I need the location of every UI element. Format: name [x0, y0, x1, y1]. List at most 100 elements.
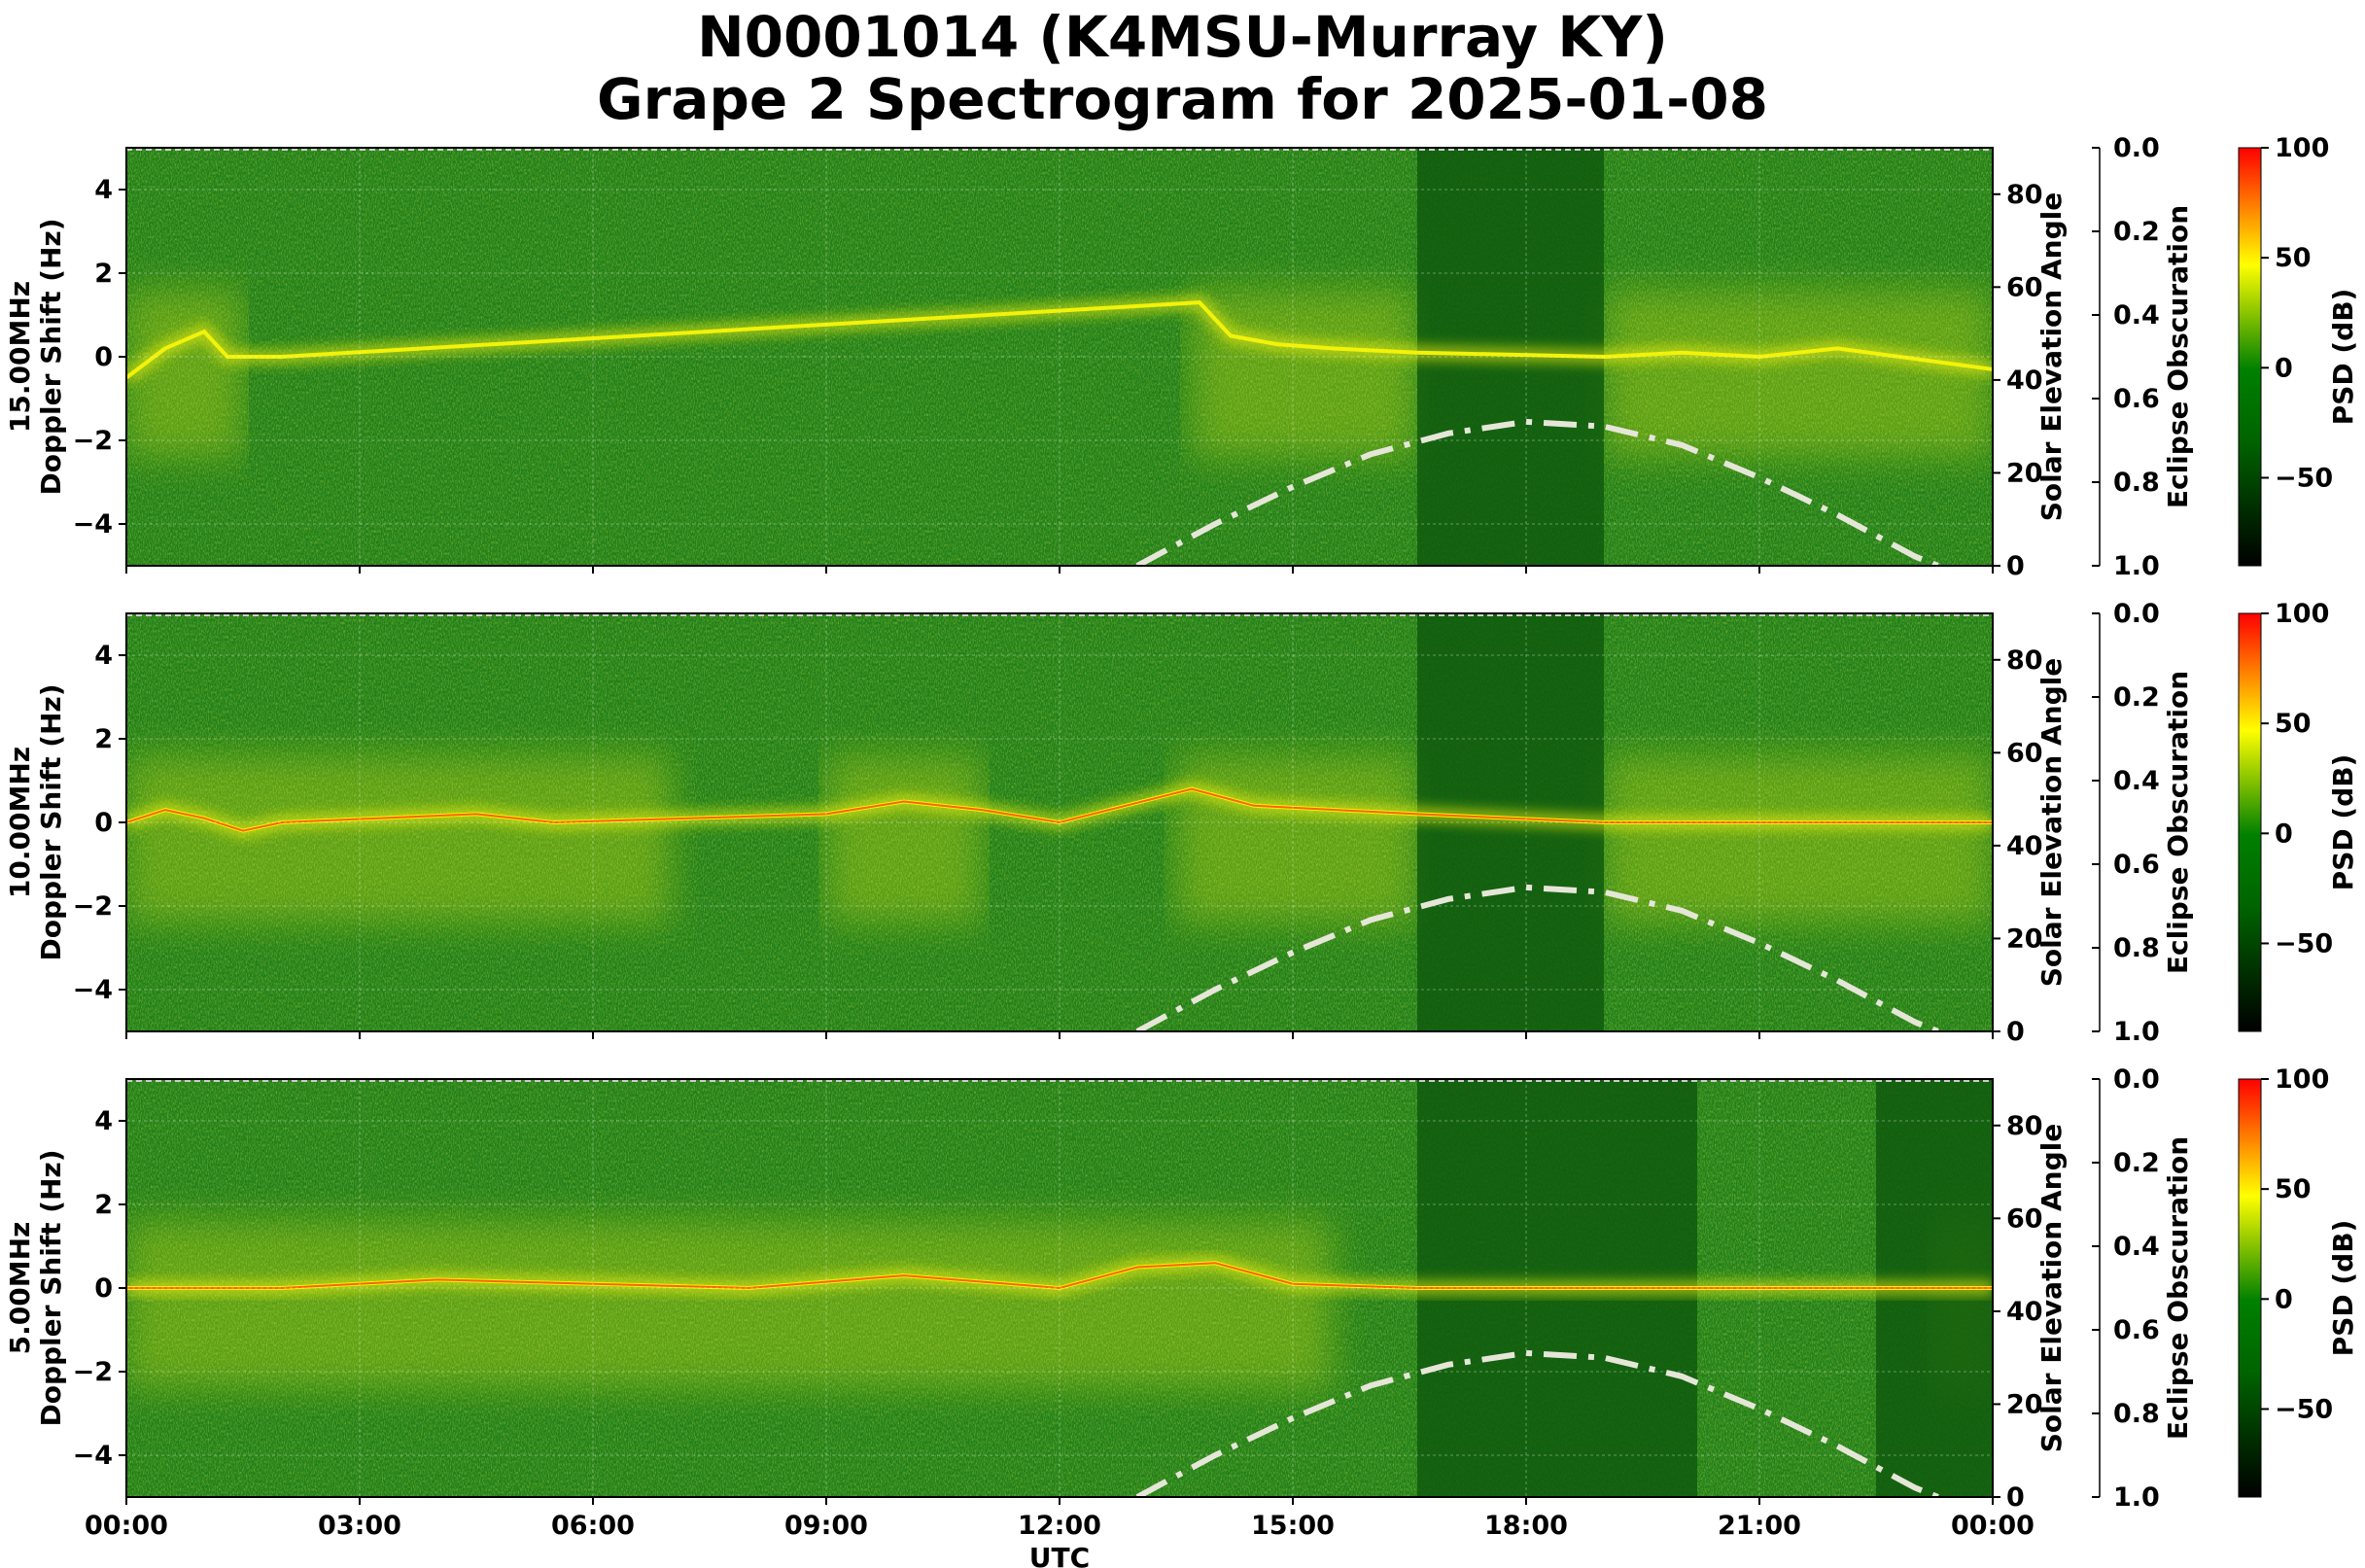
colorbar-tick-label: 0: [2275, 353, 2293, 383]
y-tick-label: 2: [94, 259, 113, 289]
y3-tick-label: 1.0: [2113, 1017, 2160, 1047]
y3-tick-label: 0.0: [2113, 1064, 2160, 1095]
y-tick-label: 0: [94, 808, 113, 838]
solar-elevation-curve: [1135, 884, 1940, 1031]
y3-tick-label: 0.0: [2113, 599, 2160, 629]
y3-tick-label: 0.8: [2113, 1399, 2160, 1429]
colorbar-label: PSD (dB): [2327, 289, 2359, 426]
y2-tick-label: 20: [2006, 923, 2043, 954]
y-axis-label-freq: 10.00MHz: [4, 747, 36, 898]
doppler-peak-trace: [126, 787, 1993, 832]
y-tick-label: −2: [73, 1357, 113, 1387]
colorbar-tick-label: 50: [2275, 243, 2312, 273]
panel-5-00MHz: 420−2−45.00MHz Doppler Shift (Hz)02040608…: [4, 1064, 2359, 1568]
y2-axis-label: Solar Elevation Angle: [2035, 192, 2068, 521]
x-tick-label: 21:00: [1718, 1511, 1801, 1541]
y3-tick-label: 0.6: [2113, 850, 2160, 880]
y2-tick-label: 80: [2006, 645, 2043, 676]
y2-tick-label: 60: [2006, 1203, 2043, 1234]
y-tick-label: 4: [94, 641, 113, 671]
plot-area: [126, 613, 1993, 1031]
y-tick-label: 0: [94, 342, 113, 372]
colorbar-tick-label: 100: [2275, 133, 2329, 163]
y-tick-label: −4: [73, 509, 113, 540]
y2-tick-label: 60: [2006, 738, 2043, 768]
y2-tick-label: 40: [2006, 1297, 2043, 1327]
y-axis-label: Doppler Shift (Hz): [35, 683, 67, 960]
x-tick-label: 18:00: [1484, 1511, 1568, 1541]
y2-tick-label: 40: [2006, 831, 2043, 861]
y-axis-label-freq: 15.00MHz: [4, 281, 36, 433]
y-tick-label: 4: [94, 1106, 113, 1136]
y3-tick-label: 1.0: [2113, 1482, 2160, 1513]
y-tick-label: −4: [73, 975, 113, 1005]
y3-tick-label: 0.6: [2113, 384, 2160, 414]
y2-tick-label: 0: [2006, 1482, 2025, 1513]
x-tick-label: 03:00: [318, 1511, 401, 1541]
y3-tick-label: 0.2: [2113, 682, 2160, 713]
y3-axis-label: Eclipse Obscuration: [2162, 1136, 2194, 1440]
y2-tick-label: 80: [2006, 1111, 2043, 1141]
y3-axis-label: Eclipse Obscuration: [2162, 205, 2194, 508]
y3-tick-label: 0.2: [2113, 1148, 2160, 1178]
x-tick-label: 06:00: [551, 1511, 635, 1541]
colorbar-tick-label: 0: [2275, 819, 2293, 849]
y3-axis-label: Eclipse Obscuration: [2162, 671, 2194, 974]
x-tick-label: 00:00: [85, 1511, 168, 1541]
panel-15-00MHz: 420−2−415.00MHz Doppler Shift (Hz)0204060…: [4, 133, 2359, 581]
y-tick-label: −4: [73, 1441, 113, 1471]
y-tick-label: 2: [94, 1190, 113, 1220]
colorbar-tick-label: 50: [2275, 1174, 2312, 1204]
y2-axis-label: Solar Elevation Angle: [2035, 1124, 2068, 1452]
plot-area: [126, 148, 1993, 566]
colorbar-tick-label: 100: [2275, 599, 2329, 629]
colorbar-tick-label: 50: [2275, 709, 2312, 739]
y2-tick-label: 60: [2006, 272, 2043, 302]
y-axis-label: Doppler Shift (Hz): [35, 1149, 67, 1426]
y3-tick-label: 0.4: [2113, 766, 2160, 796]
x-tick-label: 00:00: [1951, 1511, 2035, 1541]
colorbar-tick-label: −50: [2275, 463, 2333, 493]
colorbar: [2238, 612, 2262, 1032]
colorbar: [2238, 147, 2262, 567]
y2-axis-label: Solar Elevation Angle: [2035, 658, 2068, 987]
x-tick-label: 15:00: [1251, 1511, 1335, 1541]
y-tick-label: 0: [94, 1273, 113, 1304]
plot-area: [126, 1079, 1993, 1497]
x-tick-label: 09:00: [784, 1511, 868, 1541]
y-tick-label: −2: [73, 891, 113, 922]
x-axis-label: UTC: [1029, 1542, 1090, 1568]
y2-tick-label: 0: [2006, 1017, 2025, 1047]
y2-tick-label: 0: [2006, 551, 2025, 581]
y3-tick-label: 0.6: [2113, 1315, 2160, 1345]
y-tick-label: 4: [94, 175, 113, 205]
x-tick-label: 12:00: [1018, 1511, 1101, 1541]
colorbar-label: PSD (dB): [2327, 754, 2359, 891]
y-axis-label-freq: 5.00MHz: [4, 1222, 36, 1355]
y3-tick-label: 0.8: [2113, 933, 2160, 963]
y2-tick-label: 80: [2006, 180, 2043, 210]
y3-tick-label: 0.2: [2113, 217, 2160, 247]
y2-tick-label: 20: [2006, 458, 2043, 488]
solar-elevation-curve: [1135, 1349, 1940, 1497]
panel-10-00MHz: 420−2−410.00MHz Doppler Shift (Hz)0204060…: [4, 599, 2359, 1047]
y2-tick-label: 40: [2006, 366, 2043, 396]
y-tick-label: 2: [94, 724, 113, 754]
colorbar-label: PSD (dB): [2327, 1220, 2359, 1357]
y3-tick-label: 1.0: [2113, 551, 2160, 581]
chart-title: N0001014 (K4MSU-Murray KY): [697, 4, 1668, 70]
y3-tick-label: 0.4: [2113, 1232, 2160, 1262]
y3-tick-label: 0.8: [2113, 468, 2160, 498]
y-tick-label: −2: [73, 426, 113, 456]
y2-tick-label: 20: [2006, 1389, 2043, 1419]
y-axis-label: Doppler Shift (Hz): [35, 218, 67, 495]
colorbar-tick-label: −50: [2275, 928, 2333, 958]
colorbar-tick-label: −50: [2275, 1394, 2333, 1424]
doppler-trace: [126, 300, 1993, 380]
doppler-peak-trace: [126, 1262, 1993, 1290]
colorbar-tick-label: 100: [2275, 1064, 2329, 1095]
colorbar-tick-label: 0: [2275, 1284, 2293, 1314]
y3-tick-label: 0.4: [2113, 300, 2160, 331]
y3-tick-label: 0.0: [2113, 133, 2160, 163]
